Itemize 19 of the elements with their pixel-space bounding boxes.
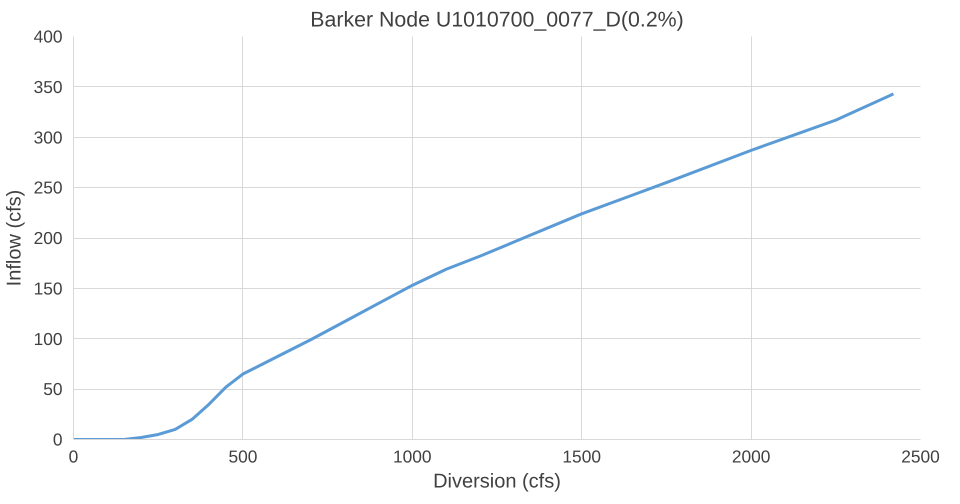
x-tick-label: 1500 (562, 446, 601, 466)
y-tick-label: 400 (34, 26, 63, 46)
y-tick-label: 300 (34, 127, 63, 148)
line-series (74, 92, 895, 440)
x-tick-label: 2500 (901, 446, 940, 466)
y-tick-label: 350 (34, 76, 63, 97)
x-tick-label: 500 (228, 446, 258, 466)
x-tick-label: 2000 (732, 446, 770, 466)
chart-title: Barker Node U1010700_0077_D(0.2%) (310, 8, 684, 32)
x-axis-title: Diversion (cfs) (433, 470, 561, 492)
y-tick-label: 150 (34, 278, 63, 298)
x-tick-label: 0 (68, 446, 78, 466)
y-tick-label: 250 (34, 178, 63, 198)
y-tick-label: 0 (52, 430, 63, 450)
y-tick-label: 200 (34, 228, 63, 248)
y-axis-title: Inflow (cfs) (4, 190, 26, 286)
y-tick-label: 100 (34, 328, 63, 349)
x-tick-label: 1000 (393, 446, 432, 466)
y-tick-label: 50 (43, 379, 63, 400)
